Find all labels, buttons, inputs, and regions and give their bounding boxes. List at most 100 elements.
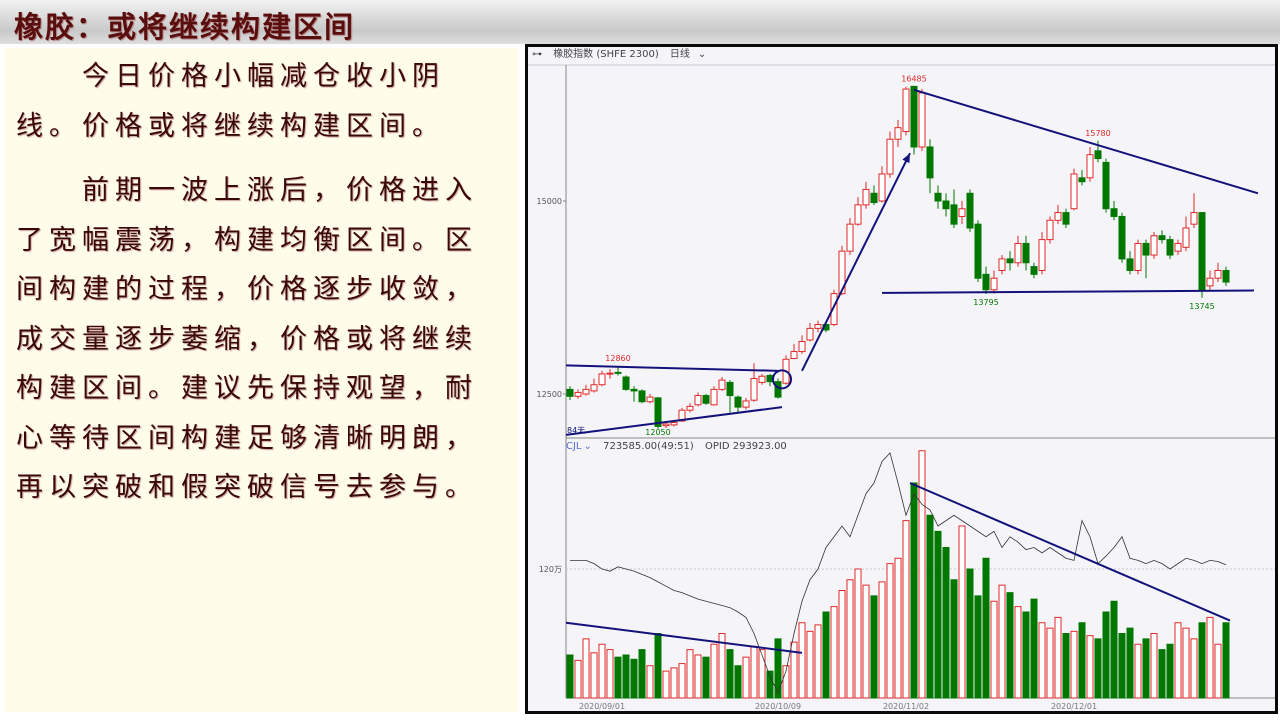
candle-body xyxy=(1118,215,1126,260)
volume-bar xyxy=(862,584,870,699)
volume-bar xyxy=(694,654,702,699)
candle-body xyxy=(1142,242,1150,256)
candle-body xyxy=(726,381,734,397)
candle-body xyxy=(878,173,886,202)
volume-bar xyxy=(870,595,878,699)
period-selector[interactable]: 日线 ⌄ xyxy=(670,49,714,60)
volume-bar xyxy=(1078,622,1086,699)
candle-body xyxy=(1038,239,1046,271)
volume-bar xyxy=(1038,622,1046,699)
candle-body xyxy=(982,273,990,291)
candle-body xyxy=(1070,173,1078,210)
candle-body xyxy=(1214,269,1222,279)
candle-body xyxy=(1158,235,1166,241)
commentary-paragraph-1: 今日价格小幅减仓收小阴线。价格或将继续构建区间。 xyxy=(16,61,445,142)
candle-body xyxy=(1174,242,1182,252)
volume-bar xyxy=(902,520,910,699)
volume-bar xyxy=(854,568,862,699)
candle-body xyxy=(1030,266,1038,275)
candle-body xyxy=(1110,208,1118,217)
volume-bar xyxy=(798,622,806,699)
candle-body xyxy=(1134,242,1142,271)
volume-bar xyxy=(670,667,678,699)
candle-body xyxy=(622,376,630,390)
candle-body xyxy=(774,381,782,398)
candle-body xyxy=(1126,258,1134,271)
commentary-panel: 今日价格小幅减仓收小阴线。价格或将继续构建区间。 前期一波上涨后，价格进入了宽幅… xyxy=(4,48,518,712)
candle-body xyxy=(1006,258,1014,264)
price-label: 12050 xyxy=(645,428,670,437)
volume-bar xyxy=(1110,600,1118,699)
volume-bar xyxy=(886,563,894,699)
volume-bar xyxy=(590,652,598,699)
candle-body xyxy=(734,396,742,408)
volume-bar xyxy=(1046,627,1054,699)
volume-bar xyxy=(710,643,718,699)
candle-body xyxy=(750,378,758,401)
breakout-circle xyxy=(772,369,792,390)
volume-bar xyxy=(726,649,734,699)
volume-bar xyxy=(806,630,814,699)
candle-body xyxy=(846,223,854,252)
volume-bar xyxy=(742,656,750,699)
volume-bar xyxy=(638,649,646,699)
price-trendline xyxy=(565,364,779,372)
volume-bar xyxy=(614,656,622,699)
volume-bar xyxy=(910,482,918,699)
price-label: 16485 xyxy=(901,74,926,83)
volume-bar xyxy=(646,665,654,699)
candle-body xyxy=(854,204,862,225)
volume-bar xyxy=(982,557,990,699)
volume-bar xyxy=(1190,638,1198,699)
candle-body xyxy=(798,341,806,353)
volume-bar xyxy=(654,633,662,699)
candle-body xyxy=(742,400,750,408)
volume-bar xyxy=(958,525,966,699)
candle-body xyxy=(902,88,910,133)
candle-body xyxy=(1222,269,1230,283)
volume-bar xyxy=(750,645,758,699)
volume-bar xyxy=(1070,630,1078,699)
open-interest-line xyxy=(570,452,1227,694)
candle-body xyxy=(614,371,622,374)
volume-bar xyxy=(1158,649,1166,699)
volume-bar xyxy=(1174,622,1182,699)
volume-bar xyxy=(966,568,974,699)
indicator-selector[interactable]: CJL xyxy=(566,441,582,452)
volume-bar xyxy=(926,514,934,699)
chevron-down-icon[interactable]: ⌄ xyxy=(583,441,592,452)
candle-body xyxy=(1046,219,1054,241)
candle-body xyxy=(590,384,598,392)
volume-bar xyxy=(718,633,726,699)
candle-body xyxy=(694,395,702,406)
glasses-icon[interactable]: ⊶ xyxy=(532,49,542,60)
candle-body xyxy=(950,204,958,225)
candle-body xyxy=(862,188,870,206)
volume-bar xyxy=(1054,616,1062,699)
volume-bar xyxy=(814,624,822,699)
volume-bar xyxy=(582,638,590,699)
date-tick-label: 2020/09/01 xyxy=(579,702,625,711)
candle-body xyxy=(1206,277,1214,287)
price-tick-label: 12500 xyxy=(537,390,562,399)
commentary-paragraph-2: 前期一波上涨后，价格进入了宽幅震荡，构建均衡区间。区间构建的过程，价格逐步收敛，… xyxy=(16,175,478,503)
volume-bar xyxy=(1094,638,1102,699)
volume-bar xyxy=(846,579,854,699)
candle-body xyxy=(1102,161,1110,210)
volume-bar xyxy=(1166,643,1174,699)
volume-bar xyxy=(1030,598,1038,699)
candle-body xyxy=(894,127,902,140)
candle-body xyxy=(710,388,718,406)
price-label: 15780 xyxy=(1085,129,1110,138)
candle-body xyxy=(1054,212,1062,221)
candle-body xyxy=(662,423,670,427)
volume-bar xyxy=(950,579,958,699)
volume-header: CJL ⌄ 723585.00(49:51) OPID 293923.00 xyxy=(566,441,795,453)
volume-bar xyxy=(1086,635,1094,699)
candle-body xyxy=(678,409,686,422)
chart-header: ⊶ 橡胶指数 (SHFE 2300) 日线 ⌄ xyxy=(532,49,722,61)
candle-body xyxy=(1022,242,1030,264)
candle-body xyxy=(958,208,966,217)
volume-bar xyxy=(1222,622,1230,699)
candle-body xyxy=(630,388,638,392)
